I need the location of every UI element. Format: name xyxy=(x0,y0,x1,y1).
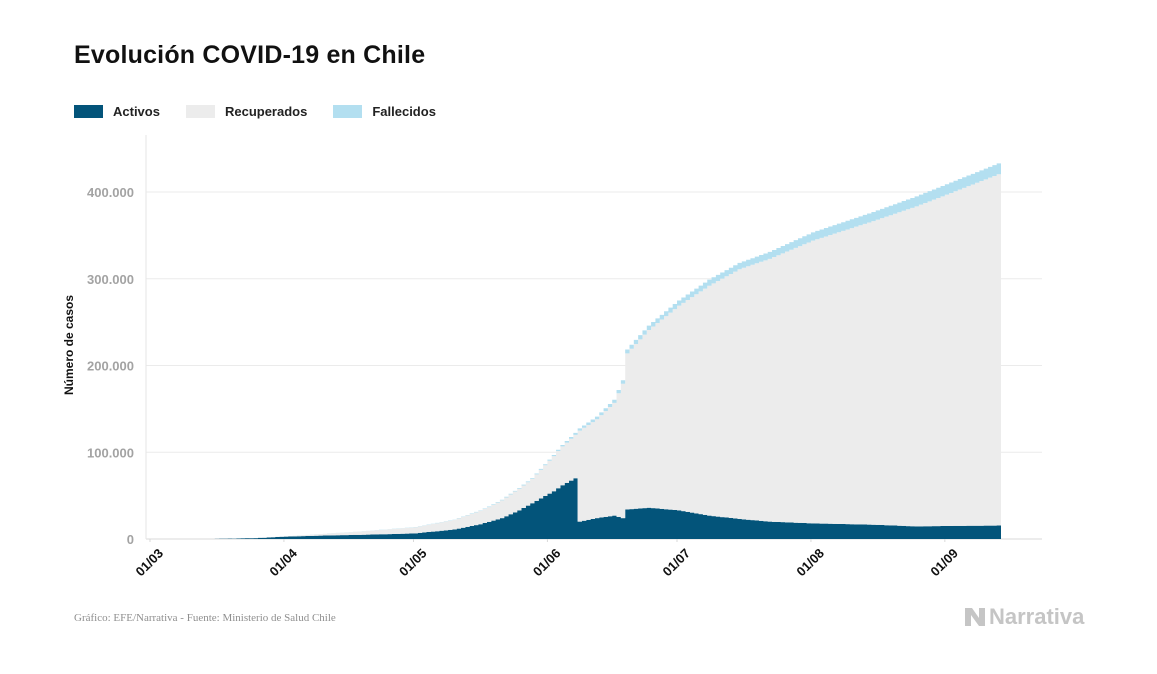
area-recuperados xyxy=(158,174,1001,539)
chart-title: Evolución COVID-19 en Chile xyxy=(74,41,426,69)
source-note: Gráfico: EFE/Narrativa - Fuente: Ministe… xyxy=(74,612,336,624)
y-tick-label: 400.000 xyxy=(87,185,134,200)
x-tick-label: 01/07 xyxy=(660,546,694,580)
legend-label-recuperados: Recuperados xyxy=(224,104,308,119)
legend: Activos Recuperados Fallecidos xyxy=(74,104,462,119)
y-tick-label: 200.000 xyxy=(87,359,134,374)
legend-swatch-recuperados xyxy=(185,105,215,118)
x-tick-label: 01/08 xyxy=(793,546,827,580)
x-tick-label: 01/09 xyxy=(927,546,961,580)
y-tick-label: 300.000 xyxy=(87,272,134,287)
legend-item-fallecidos: Fallecidos xyxy=(333,104,436,119)
narrativa-logo: Narrativa xyxy=(963,604,1084,630)
narrativa-logo-icon xyxy=(965,608,985,626)
x-tick-label: 01/04 xyxy=(266,545,300,579)
legend-label-activos: Activos xyxy=(113,104,160,119)
y-axis-label: Número de casos xyxy=(62,295,76,395)
brand-name: Narrativa xyxy=(989,604,1085,629)
legend-item-recuperados: Recuperados xyxy=(185,104,308,119)
x-tick-label: 01/05 xyxy=(396,546,430,580)
y-tick-label: 0 xyxy=(127,532,134,547)
area-activos xyxy=(158,478,1001,539)
legend-item-activos: Activos xyxy=(74,104,160,119)
legend-swatch-activos xyxy=(74,105,103,118)
x-tick-label: 01/06 xyxy=(530,546,564,580)
x-tick-label: 01/03 xyxy=(133,546,167,580)
area-fallecidos xyxy=(158,163,1001,540)
stacked-areas xyxy=(158,163,1001,540)
legend-label-fallecidos: Fallecidos xyxy=(372,104,436,119)
legend-swatch-fallecidos xyxy=(333,105,363,118)
y-tick-label: 100.000 xyxy=(87,445,134,460)
